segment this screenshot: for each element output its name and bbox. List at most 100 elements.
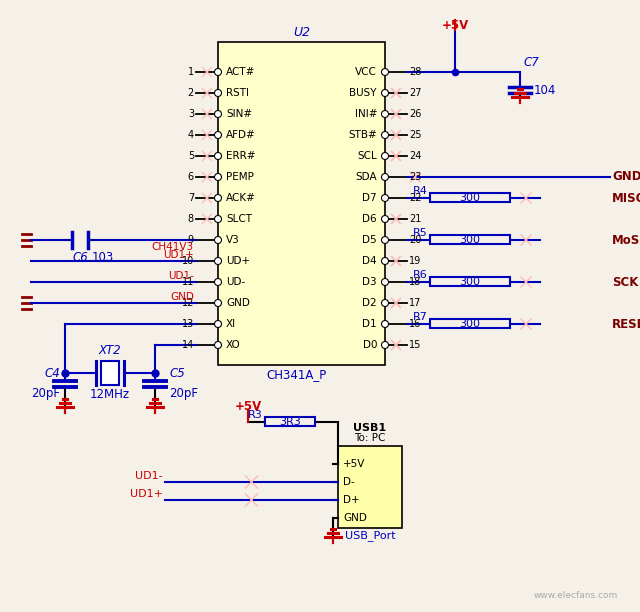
Text: GND: GND — [343, 513, 367, 523]
Circle shape — [381, 215, 388, 223]
Bar — [101, 360, 119, 384]
Text: D5: D5 — [362, 235, 377, 245]
Text: XT2: XT2 — [99, 343, 122, 357]
Text: SDA: SDA — [355, 172, 377, 182]
Text: 14: 14 — [182, 340, 194, 350]
Text: D-: D- — [343, 477, 355, 487]
Circle shape — [381, 111, 388, 118]
Circle shape — [381, 236, 388, 244]
Text: RSTI: RSTI — [226, 88, 249, 98]
Text: SLCT: SLCT — [226, 214, 252, 224]
Text: D4: D4 — [362, 256, 377, 266]
Text: GND: GND — [226, 298, 250, 308]
Text: UD1+: UD1+ — [163, 250, 194, 260]
Text: R7: R7 — [413, 312, 428, 322]
Circle shape — [381, 321, 388, 327]
Text: 19: 19 — [409, 256, 421, 266]
Text: R5: R5 — [413, 228, 428, 238]
Circle shape — [214, 299, 221, 307]
Text: GND: GND — [170, 292, 194, 302]
Text: UD1+: UD1+ — [130, 489, 163, 499]
Text: 16: 16 — [409, 319, 421, 329]
Text: D+: D+ — [343, 495, 360, 505]
Text: 18: 18 — [409, 277, 421, 287]
Text: 300: 300 — [460, 277, 481, 287]
Text: 4: 4 — [188, 130, 194, 140]
Bar — [218, 42, 385, 365]
Text: R6: R6 — [413, 270, 428, 280]
Text: SCK: SCK — [612, 275, 638, 288]
Text: ACT#: ACT# — [226, 67, 255, 77]
Text: 21: 21 — [409, 214, 421, 224]
Text: To: PC: To: PC — [355, 433, 386, 443]
Text: 2: 2 — [188, 88, 194, 98]
Text: 12: 12 — [182, 298, 194, 308]
Text: UD-: UD- — [226, 277, 245, 287]
Text: 24: 24 — [409, 151, 421, 161]
Circle shape — [214, 89, 221, 97]
Text: GND: GND — [612, 171, 640, 184]
Text: STB#: STB# — [348, 130, 377, 140]
Text: 1: 1 — [188, 67, 194, 77]
Text: 26: 26 — [409, 109, 421, 119]
Bar — [430, 235, 510, 244]
Text: 13: 13 — [182, 319, 194, 329]
Text: MISO: MISO — [612, 192, 640, 204]
Text: AFD#: AFD# — [226, 130, 256, 140]
Text: D3: D3 — [362, 277, 377, 287]
Text: CH41V3: CH41V3 — [152, 242, 194, 252]
Circle shape — [214, 321, 221, 327]
Circle shape — [381, 195, 388, 201]
Text: USB_Port: USB_Port — [345, 531, 396, 542]
Text: R3: R3 — [248, 410, 263, 420]
Text: BUSY: BUSY — [349, 88, 377, 98]
Text: 6: 6 — [188, 172, 194, 182]
Text: C4: C4 — [44, 367, 60, 380]
Circle shape — [381, 173, 388, 181]
Text: +5V: +5V — [442, 19, 468, 32]
Bar — [430, 319, 510, 328]
Text: SCL: SCL — [357, 151, 377, 161]
Bar — [430, 277, 510, 286]
Text: ACK#: ACK# — [226, 193, 256, 203]
Text: XI: XI — [226, 319, 236, 329]
Text: UD+: UD+ — [226, 256, 250, 266]
Text: D0: D0 — [362, 340, 377, 350]
Bar — [265, 417, 315, 426]
Text: D2: D2 — [362, 298, 377, 308]
Text: VCC: VCC — [355, 67, 377, 77]
Circle shape — [381, 132, 388, 138]
Bar — [338, 446, 402, 528]
Circle shape — [214, 278, 221, 286]
Circle shape — [214, 152, 221, 160]
Circle shape — [381, 341, 388, 348]
Text: 11: 11 — [182, 277, 194, 287]
Text: 20: 20 — [409, 235, 421, 245]
Text: 28: 28 — [409, 67, 421, 77]
Text: UD1-: UD1- — [168, 271, 194, 281]
Text: XO: XO — [226, 340, 241, 350]
Text: 10: 10 — [182, 256, 194, 266]
Circle shape — [381, 69, 388, 75]
Text: D6: D6 — [362, 214, 377, 224]
Text: 12MHz: 12MHz — [90, 389, 130, 401]
Text: CH341A_P: CH341A_P — [266, 368, 326, 381]
Text: 300: 300 — [460, 235, 481, 245]
Circle shape — [214, 132, 221, 138]
Text: 3R3: 3R3 — [279, 417, 301, 427]
Text: 3: 3 — [188, 109, 194, 119]
Text: C7: C7 — [523, 56, 539, 69]
Circle shape — [214, 215, 221, 223]
Text: 104: 104 — [534, 83, 556, 97]
Circle shape — [214, 236, 221, 244]
Text: D1: D1 — [362, 319, 377, 329]
Circle shape — [214, 258, 221, 264]
Text: R4: R4 — [413, 186, 428, 196]
Text: +5V: +5V — [234, 400, 262, 413]
Text: SIN#: SIN# — [226, 109, 252, 119]
Circle shape — [214, 195, 221, 201]
Circle shape — [214, 111, 221, 118]
Text: 300: 300 — [460, 193, 481, 203]
Text: 27: 27 — [409, 88, 422, 98]
Text: RESET: RESET — [612, 318, 640, 330]
